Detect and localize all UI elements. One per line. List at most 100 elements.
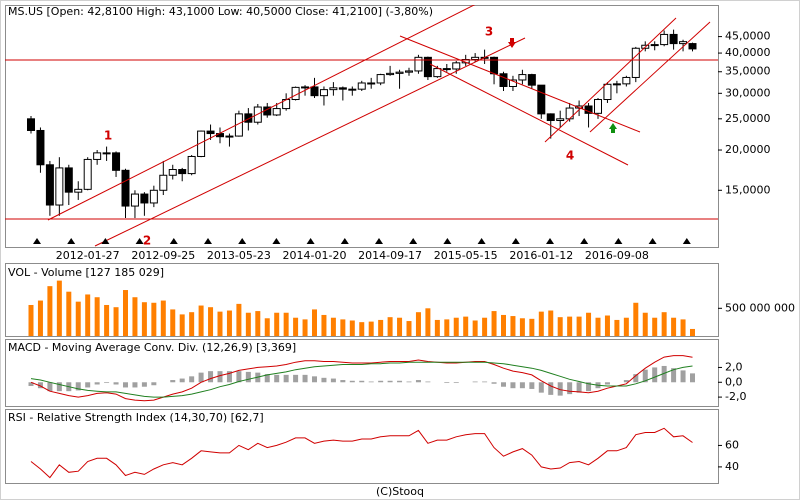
- candle-body: [64, 167, 73, 193]
- histogram-bar: [576, 382, 582, 393]
- candle-body: [168, 169, 177, 176]
- volume-bar: [94, 297, 100, 336]
- histogram-bar: [652, 367, 658, 383]
- y-tick-label: 45,0000: [725, 30, 771, 43]
- period-marker: [648, 238, 657, 244]
- histogram-bar: [557, 382, 563, 396]
- volume-bar: [690, 328, 695, 336]
- period-marker: [33, 238, 41, 244]
- volume-bar: [557, 317, 563, 336]
- candle-body: [225, 135, 234, 138]
- histogram-bar: [690, 373, 695, 383]
- period-marker: [409, 238, 418, 244]
- candle-body: [310, 86, 319, 97]
- channel-line: [589, 21, 711, 133]
- candle-body: [93, 152, 102, 160]
- volume-bar: [56, 280, 62, 336]
- candle-body: [102, 152, 111, 155]
- price-title: MS.US [Open: 42,8100 High: 43,1000 Low: …: [8, 5, 433, 18]
- volume-bar: [567, 316, 573, 336]
- volume-bar: [519, 318, 525, 336]
- candle-body: [159, 174, 168, 191]
- histogram-bar: [141, 382, 147, 387]
- y-tick-label: 15,0000: [725, 183, 771, 196]
- volume-bar: [226, 310, 232, 336]
- candle-body: [565, 107, 574, 120]
- volume-bar: [642, 312, 648, 336]
- candle-body: [405, 70, 413, 73]
- candle-body: [83, 158, 92, 190]
- histogram-bar: [567, 382, 573, 395]
- histogram-bar: [680, 370, 686, 383]
- marks: 45,0000 40,0000 35,0000 30,0000 25,0000 20,00…: [27, 30, 795, 479]
- volume-bar: [548, 310, 554, 336]
- histogram-bar: [321, 377, 327, 383]
- histogram-bar: [245, 371, 251, 383]
- candle-body: [74, 188, 83, 193]
- volume-bar: [141, 302, 147, 336]
- footer: (C)Stooq: [376, 485, 424, 498]
- rsi-title: RSI - Relative Strength Index (14,30,70)…: [8, 411, 264, 424]
- volume-bar: [482, 317, 488, 336]
- x-tick-label: 2014-01-20: [283, 249, 347, 262]
- volume-bar: [47, 286, 53, 336]
- histogram-bar: [510, 382, 516, 389]
- trend-lines: [5, 5, 718, 247]
- volume-bar: [434, 319, 440, 336]
- period-marker: [511, 238, 520, 244]
- histogram-bar: [217, 371, 223, 383]
- annotation: 4: [566, 149, 574, 163]
- candle-body: [272, 108, 281, 116]
- histogram-bar: [330, 378, 336, 383]
- volume-bar: [340, 319, 346, 336]
- candle-body: [357, 82, 366, 90]
- histogram-bar: [378, 380, 384, 383]
- candle-body: [45, 164, 54, 206]
- histogram-bar: [179, 378, 185, 383]
- histogram-bar: [75, 382, 81, 391]
- volume-bar: [104, 304, 110, 336]
- period-marker: [67, 238, 76, 244]
- candle-body: [386, 72, 395, 76]
- period-marker: [614, 238, 623, 244]
- candle-body: [499, 73, 508, 87]
- candle-body: [244, 113, 253, 123]
- histogram-bar: [226, 371, 232, 383]
- period-marker: [101, 238, 110, 244]
- candle-body: [36, 129, 45, 166]
- volume-bar: [359, 322, 365, 336]
- candle-body: [395, 71, 404, 74]
- volume-bar: [680, 319, 686, 336]
- histogram-bar: [37, 382, 43, 389]
- volume-bar: [406, 321, 412, 336]
- candle-body: [471, 56, 480, 61]
- histogram-bar: [397, 380, 403, 383]
- volume-bar: [378, 319, 384, 336]
- histogram-bar: [529, 382, 535, 389]
- x-tick-label: 2013-05-23: [207, 249, 271, 262]
- annotation: 1: [104, 129, 112, 143]
- volume-bar: [491, 311, 497, 336]
- volume-bar: [264, 318, 270, 336]
- histogram-bar: [482, 381, 488, 383]
- volume-bar: [37, 300, 43, 336]
- histogram-bar: [548, 382, 554, 395]
- period-marker: [682, 238, 691, 244]
- volume-bar: [472, 320, 478, 336]
- candle-body: [546, 113, 555, 122]
- x-tick-label: 2012-09-25: [131, 249, 195, 262]
- volume-bar: [312, 309, 317, 336]
- volume-bar: [397, 317, 403, 336]
- volume-bar: [576, 316, 582, 336]
- histogram-bar: [151, 382, 157, 386]
- candle-body: [338, 87, 347, 90]
- histogram-bar: [56, 382, 62, 392]
- annotation: 2: [143, 234, 151, 248]
- period-marker: [306, 238, 315, 244]
- volume-bar: [217, 311, 223, 336]
- x-tick-label: 2015-05-15: [434, 249, 498, 262]
- candle-body: [319, 89, 328, 97]
- candle-body: [130, 193, 139, 207]
- macd-title: MACD - Moving Average Conv. Div. (12,26,…: [8, 341, 296, 354]
- candle-body: [149, 189, 158, 204]
